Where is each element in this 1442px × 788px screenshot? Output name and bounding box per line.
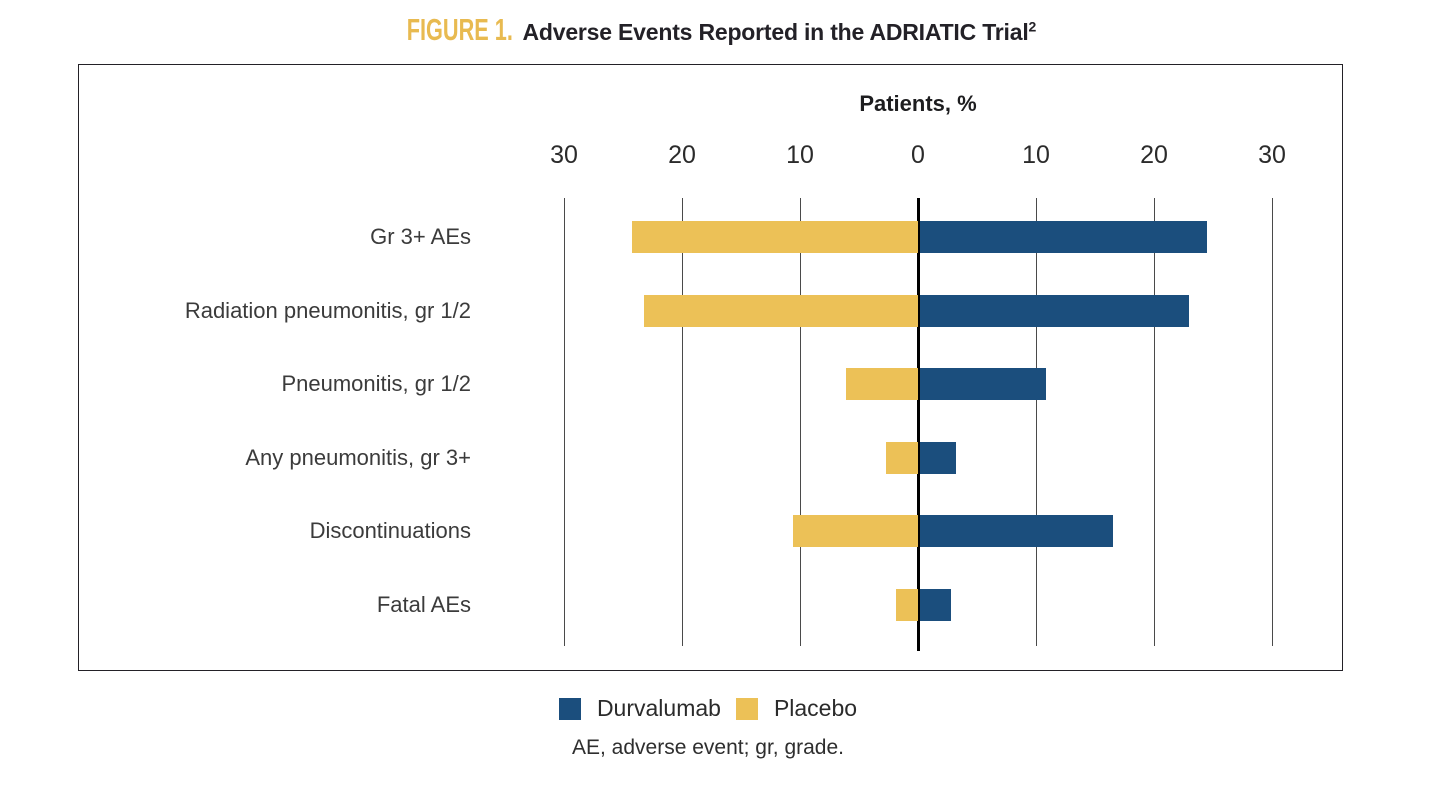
x-axis-title: Patients, % bbox=[859, 91, 977, 116]
category-label-0: Gr 3+ AEs bbox=[370, 224, 471, 249]
category-label-4: Discontinuations bbox=[309, 518, 471, 544]
gridline-10-left bbox=[800, 198, 801, 646]
category-label-5: Fatal AEs bbox=[376, 592, 471, 617]
gridline-30-right bbox=[1272, 198, 1273, 646]
bar-durvalumab-1 bbox=[919, 294, 1189, 327]
legend-label-durvalumab: Durvalumab bbox=[596, 695, 721, 721]
bar-placebo-1 bbox=[644, 294, 918, 327]
x-axis-tick-1: 20 bbox=[668, 141, 696, 169]
bar-placebo-2 bbox=[846, 368, 918, 401]
abbreviations-footnote: AE, adverse event; gr, grade. bbox=[572, 736, 844, 759]
legend-label-placebo: Placebo bbox=[773, 695, 858, 721]
gridline-20-right bbox=[1154, 198, 1155, 646]
zero-axis-line bbox=[916, 198, 920, 651]
bar-durvalumab-0 bbox=[919, 221, 1208, 253]
figure-title: FIGURE 1. Adverse Events Reported in the… bbox=[0, 12, 1442, 48]
x-axis-tick-0: 30 bbox=[550, 141, 578, 169]
x-axis-tick-6: 30 bbox=[1258, 141, 1286, 169]
legend: Durvalumab Placebo bbox=[0, 695, 1429, 722]
bar-placebo-0 bbox=[632, 221, 918, 253]
durvalumab-swatch-icon bbox=[558, 697, 581, 720]
figure-title-text: Adverse Events Reported in the ADRIATIC … bbox=[522, 18, 1037, 45]
x-axis-tick-3: 0 bbox=[911, 141, 925, 169]
chart-frame: Patients, % 30 20 10 0 10 20 30 Gr 3+ AEs Radia… bbox=[78, 64, 1343, 671]
bar-placebo-4 bbox=[792, 515, 918, 548]
x-axis-tick-2: 10 bbox=[786, 141, 814, 169]
gridline-20-left bbox=[682, 198, 683, 646]
bar-durvalumab-2 bbox=[919, 368, 1046, 401]
bar-placebo-3 bbox=[886, 441, 918, 474]
bar-durvalumab-5 bbox=[919, 589, 952, 621]
x-axis-tick-4: 10 bbox=[1022, 141, 1050, 169]
placebo-swatch-icon bbox=[735, 697, 758, 720]
figure-number-label: FIGURE 1. bbox=[406, 12, 513, 47]
category-label-2: Pneumonitis, gr 1/2 bbox=[281, 371, 471, 397]
legend-item-placebo: Placebo bbox=[735, 695, 858, 722]
category-label-3: Any pneumonitis, gr 3+ bbox=[245, 444, 471, 470]
x-axis-tick-5: 20 bbox=[1140, 141, 1168, 169]
category-label-1: Radiation pneumonitis, gr 1/2 bbox=[184, 297, 471, 323]
gridline-30-left bbox=[564, 198, 565, 646]
legend-item-durvalumab: Durvalumab bbox=[558, 695, 721, 722]
bar-durvalumab-4 bbox=[919, 515, 1114, 548]
title-reference-superscript: 2 bbox=[1028, 18, 1037, 35]
gridline-10-right bbox=[1036, 198, 1037, 646]
bar-placebo-5 bbox=[895, 589, 918, 621]
bar-durvalumab-3 bbox=[919, 441, 957, 474]
